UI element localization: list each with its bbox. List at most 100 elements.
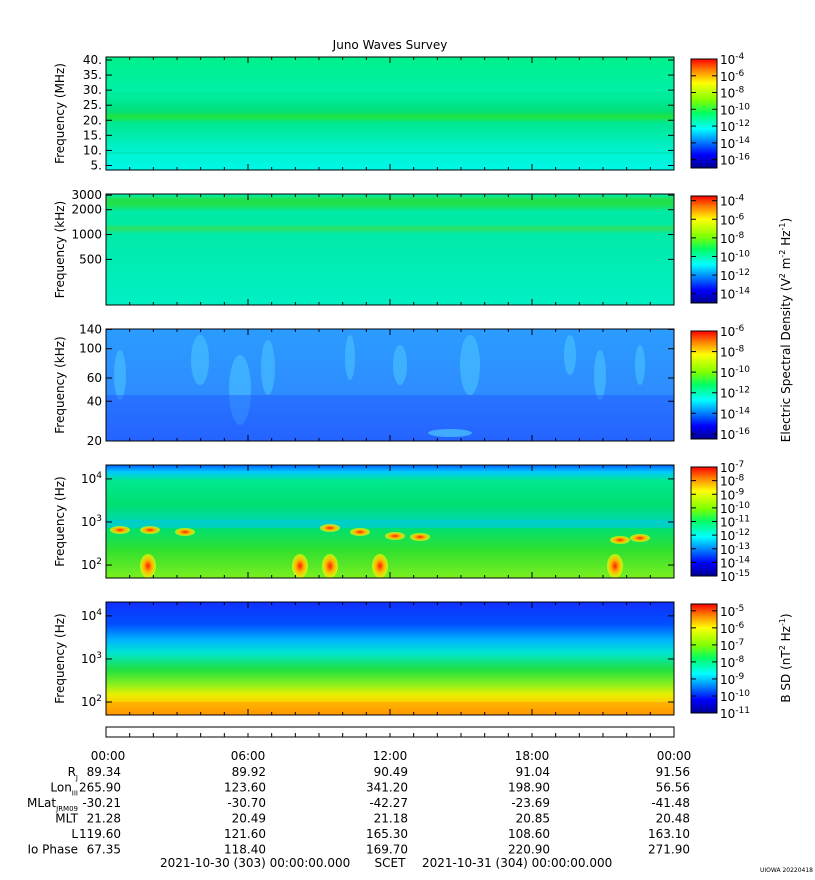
time-end: 2021-10-31 (304) 00:00:00.000 [422,856,612,870]
ephemeris-value: 90.49 [374,765,408,779]
ephemeris-value: 89.92 [232,765,266,779]
colorbar-tick-label: 10-12 [720,386,750,401]
ephemeris-value: 108.60 [508,827,550,841]
emission-feature [410,533,430,541]
y-tick-label: 15. [83,128,102,142]
colorbar-tick-label: 10-10 [720,689,750,704]
panel-hfr-high [106,57,674,170]
emission-feature [428,429,472,437]
emission-feature [114,350,126,400]
colorbar-tick-label: 10-14 [720,136,750,151]
ephemeris-value: 91.56 [656,765,690,779]
ephemeris-row-label: L [71,827,78,841]
emission-feature [630,534,650,542]
emission-feature [594,350,606,400]
ephemeris-value: 341.20 [366,781,408,795]
ephemeris-value: 121.60 [224,827,266,841]
colorbar-tick-label: 10-13 [720,542,750,557]
ephemeris-value: -42.27 [369,796,408,810]
colorbar-tick-label: 10-9 [720,672,745,687]
y-tick-label: 100 [79,342,102,356]
colorbar-tick-label: 10-8 [720,345,745,360]
time-label: SCET [375,856,407,870]
emission-feature [110,526,130,534]
colorbar-tick-label: 10-4 [720,52,745,67]
emission-feature [610,536,630,544]
colorbar-tick-label: 10-6 [720,212,745,227]
colorbars: 10-4 10-6 10-8 10-10 10-12 10-14 10-16 10-4 10-6… [690,52,750,721]
emission-feature [140,526,160,534]
colorbar-tick-label: 10-6 [720,69,745,84]
y-tick-label: 500 [79,252,102,266]
y-axis-label: Frequency (kHz) [53,336,67,433]
ephemeris-row-label: MLatJRM09 [27,796,78,813]
colorbar-tick-label: 10-10 [720,249,750,264]
spectrogram-hfr-high [106,57,674,170]
low-band [106,395,674,441]
emission-band [106,520,674,528]
ephemeris-value: 271.90 [648,843,690,857]
ephemeris-value: 20.85 [516,812,550,826]
emission-feature [140,554,156,578]
colorbar [690,330,718,440]
colorbar-tick-label: 10-5 [720,604,744,619]
ephemeris-value: 165.30 [366,827,408,841]
y-tick-label: 35. [83,68,102,82]
panel-lfr-electric [106,465,674,578]
colorbar [690,195,718,304]
ephemeris-table: RJ 89.34 89.92 90.49 91.04 91.56 LonIII 265.90 1… [27,765,690,857]
y-tick-label: 30. [83,83,102,97]
colorbar-tick-label: 10-8 [720,655,745,670]
ephemeris-value: -23.69 [511,796,550,810]
colorbar-tick-label: 10-7 [720,638,744,653]
y-tick-label: 140 [79,322,102,336]
x-tick-label: 06:00 [231,749,266,763]
colorbar-tick-label: 10-16 [720,427,750,442]
ephemeris-value: 220.90 [508,843,550,857]
ephemeris-value: 265.90 [79,781,121,795]
x-tick-label: 18:00 [515,749,550,763]
y-axis-label: Frequency (kHz) [53,201,67,298]
y-tick-label: 40. [83,53,102,67]
colorbar-tick-label: 10-14 [720,406,750,421]
y-axis-label: Frequency (MHz) [53,63,67,164]
colorbar-tick-label: 10-8 [720,231,745,246]
y-tick-label: 104 [81,471,102,486]
colorbar-tick-label: 10-8 [720,474,745,489]
ephemeris-value: 91.04 [516,765,550,779]
emission-feature [393,345,407,385]
spectrogram-lfr-magnetic [106,602,674,715]
colorbar-tick-label: 10-14 [720,287,750,302]
colorbar-tick-label: 10-6 [720,621,745,636]
y-tick-label: 10. [83,143,102,157]
colorbar-tick-label: 10-15 [720,569,750,584]
ephemeris-value: 119.60 [79,827,121,841]
ephemeris-value: 20.49 [232,812,266,826]
y-tick-label: 103 [81,651,102,666]
colorbar-tick-label: 10-10 [720,102,750,117]
ephemeris-value: 20.48 [656,812,690,826]
emission-feature [175,528,195,536]
ephemeris-value: 123.60 [224,781,266,795]
y-tick-label: 3000 [71,188,102,202]
colorbar-tick-label: 10-12 [720,528,750,543]
emission-feature [320,524,340,532]
x-tick-label: 12:00 [373,749,408,763]
y-tick-label: 103 [81,514,102,529]
x-tick-label: 00:00 [657,749,692,763]
ephemeris-row-label: MLT [55,812,78,826]
colorbar-tick-label: 10-4 [720,194,745,209]
y-tick-label: 20. [83,113,102,127]
y-tick-label: 25. [83,98,102,112]
panel-frames [105,56,675,716]
colorbar-label-electric: Electric Spectral Density (V2 m-2 Hz-1) [778,218,793,442]
colorbar [690,603,718,714]
emission-feature [385,532,405,540]
emission-feature [564,335,576,375]
y-tick-label: 102 [81,694,102,709]
y-tick-label: 102 [81,557,102,572]
colorbar-tick-label: 10-10 [720,365,750,380]
emission-feature [261,340,275,395]
colorbar-tick-label: 10-11 [720,515,750,530]
ephemeris-row-label: Io Phase [27,843,78,857]
